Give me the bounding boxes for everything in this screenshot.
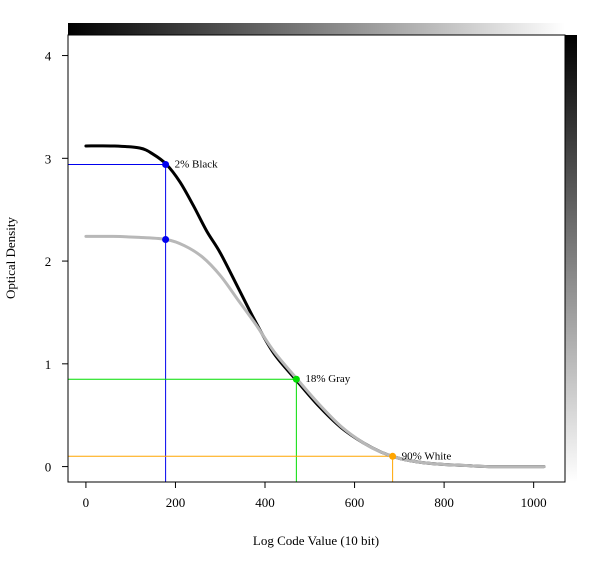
annotation-label: 18% Gray (305, 373, 350, 385)
annotation-label: 2% Black (175, 158, 219, 170)
y-tick-label: 3 (45, 151, 52, 166)
right-gradient-bar (565, 35, 577, 482)
markers-layer: 2% Black 18% Gray 90% White (162, 158, 451, 462)
x-axis-title: Log Code Value (10 bit) (253, 533, 379, 548)
x-tick-label: 800 (434, 495, 454, 510)
x-axis: 0 200 400 600 800 1000 (83, 482, 547, 510)
data-point (162, 160, 170, 168)
guide-lines (68, 163, 394, 482)
x-tick-label: 200 (166, 495, 186, 510)
y-tick-label: 1 (45, 357, 52, 372)
y-tick-label: 0 (45, 460, 52, 475)
y-axis: 0 1 2 3 4 (45, 49, 68, 475)
annotation-label: 90% White (402, 450, 452, 462)
data-point (389, 452, 397, 460)
plot-frame (67, 34, 566, 483)
x-tick-label: 0 (83, 495, 90, 510)
x-tick-label: 400 (255, 495, 275, 510)
x-tick-label: 600 (345, 495, 365, 510)
series-line-black (84, 144, 546, 469)
data-point (292, 375, 300, 383)
data-point (162, 235, 170, 243)
y-tick-label: 4 (45, 49, 52, 64)
series-line-gray (84, 234, 546, 469)
series-layer (84, 144, 546, 469)
x-tick-label: 1000 (521, 495, 547, 510)
y-axis-title: Optical Density (3, 217, 18, 299)
y-tick-label: 2 (45, 254, 52, 269)
top-gradient-bar (68, 23, 565, 35)
